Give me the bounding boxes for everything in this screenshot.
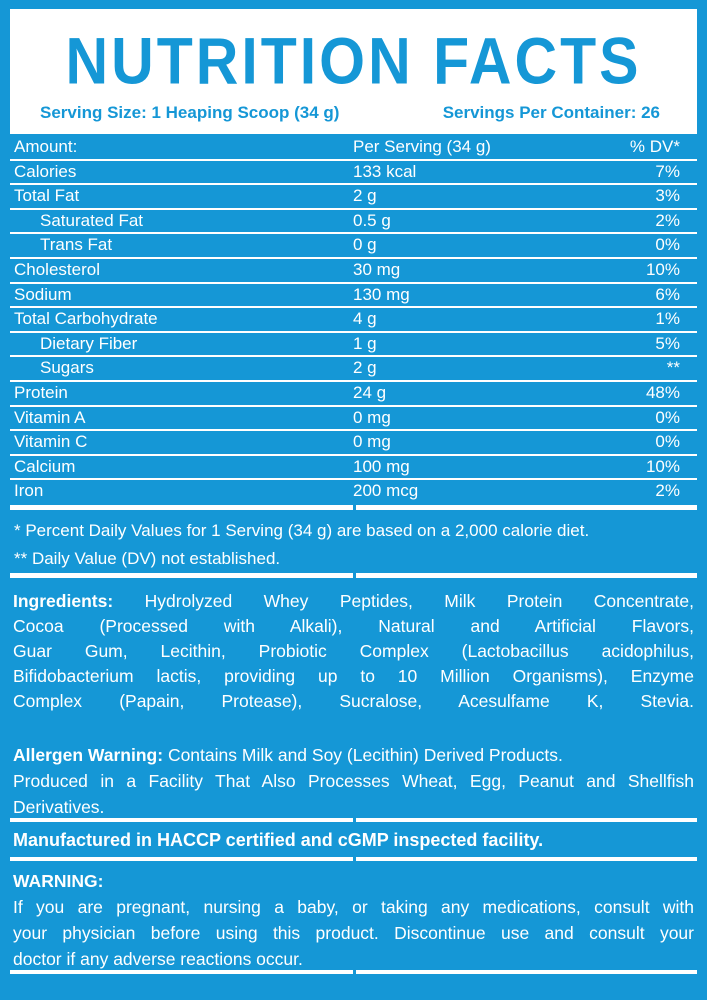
warning-line: If you are pregnant, nursing a baby, or … [13,897,694,917]
nutrition-table: Amount: Per Serving (34 g) % DV* Calorie… [10,136,697,503]
nutrient-dv: 7% [655,161,680,181]
nutrient-amount: 2 g [353,358,377,378]
nutrient-name: Dietary Fiber [40,333,138,353]
nutrient-dv: ** [666,358,680,378]
warning-line: your physician before using this product… [13,923,694,943]
allergen-section: Allergen Warning: Contains Milk and Soy … [13,742,694,820]
ingredients-line: Cocoa (Processed with Alkali), Natural a… [13,616,694,636]
table-row-saturated-fat: Saturated Fat 0.5 g 2% [10,210,697,235]
nutrient-dv: 0% [655,407,680,427]
servings-per-container: Servings Per Container: 26 [442,103,660,122]
nutrient-dv: 48% [645,382,680,402]
table-row-dietary-fiber: Dietary Fiber 1 g 5% [10,333,697,358]
nutrient-amount: 0 mg [353,432,391,452]
nutrient-name: Calories [14,161,77,181]
allergen-line: Allergen Warning: Contains Milk and Soy … [13,745,563,765]
nutrient-name: Sugars [40,358,94,378]
nutrient-amount: 0 mg [353,407,391,427]
table-row-protein: Protein 24 g 48% [10,382,697,407]
column-header-dv: % DV* [629,137,680,156]
nutrient-name: Total Fat [14,186,80,206]
table-row-trans-fat: Trans Fat 0 g 0% [10,234,697,259]
allergen-line: Derivatives. [13,797,105,817]
nutrient-name: Calcium [14,456,76,476]
ingredients-line: Guar Gum, Lecithin, Probiotic Complex (L… [13,641,694,661]
allergen-label: Allergen Warning: [13,745,164,765]
table-row-sugars: Sugars 2 g ** [10,357,697,382]
nutrient-amount: 30 mg [353,259,401,279]
nutrient-name: Vitamin C [14,432,88,452]
table-row-cholesterol: Cholesterol 30 mg 10% [10,259,697,284]
nutrient-dv: 6% [655,284,680,304]
divider [10,505,697,510]
serving-size: Serving Size: 1 Heaping Scoop (34 g) [40,103,340,122]
table-row-vitamin-a: Vitamin A 0 mg 0% [10,407,697,432]
ingredients-section: Ingredients: Hydrolyzed Whey Peptides, M… [13,589,694,714]
nutrient-name: Total Carbohydrate [14,309,158,329]
nutrient-name: Iron [14,481,44,501]
table-row-calories: Calories 133 kcal 7% [10,161,697,186]
divider [10,573,697,578]
nutrient-name: Cholesterol [14,259,100,279]
nutrient-dv: 2% [655,210,680,230]
ingredients-line: Bifidobacterium lactis, providing up to … [13,666,694,686]
nutrient-amount: 4 g [353,309,377,329]
serving-info-row: Serving Size: 1 Heaping Scoop (34 g) Ser… [40,103,660,123]
nutrient-amount: 1 g [353,333,377,353]
footnotes: * Percent Daily Values for 1 Serving (34… [14,517,693,573]
nutrient-amount: 0.5 g [353,210,391,230]
divider [10,970,697,974]
nutrient-amount: 100 mg [353,456,410,476]
column-header-per-serving: Per Serving (34 g) [353,137,491,156]
nutrient-name: Protein [14,382,68,402]
nutrient-amount: 0 g [353,235,377,255]
nutrient-name: Trans Fat [40,235,113,255]
table-row-total-carbohydrate: Total Carbohydrate 4 g 1% [10,308,697,333]
warning-title: WARNING: [13,871,104,891]
table-row-calcium: Calcium 100 mg 10% [10,456,697,481]
nutrient-dv: 5% [655,333,680,353]
nutrient-dv: 2% [655,481,680,501]
table-row-total-fat: Total Fat 2 g 3% [10,185,697,210]
column-header-amount: Amount: [14,137,78,156]
nutrient-name: Sodium [14,284,72,304]
ingredients-label: Ingredients: [13,591,114,611]
divider [10,857,697,861]
nutrient-amount: 24 g [353,382,387,402]
ingredients-line: Ingredients: Hydrolyzed Whey Peptides, M… [13,591,694,611]
nutrient-dv: 3% [655,186,680,206]
nutrient-dv: 0% [655,432,680,452]
nutrient-amount: 133 kcal [353,161,417,181]
nutrient-amount: 2 g [353,186,377,206]
manufactured-note: Manufactured in HACCP certified and cGMP… [13,830,544,850]
table-row-iron: Iron 200 mcg 2% [10,480,697,503]
nutrient-dv: 10% [645,456,680,476]
nutrient-dv: 0% [655,235,680,255]
nutrient-amount: 130 mg [353,284,410,304]
warning-line: doctor if any adverse reactions occur. [13,949,303,969]
nutrient-amount: 200 mcg [353,481,419,501]
footnote-dv-not-established: ** Daily Value (DV) not established. [14,549,281,568]
allergen-line: Produced in a Facility That Also Process… [13,771,694,791]
footnote-daily-values: * Percent Daily Values for 1 Serving (34… [14,521,590,540]
warning-section: WARNING: If you are pregnant, nursing a … [13,868,694,972]
page-title: NUTRITION FACTS [65,24,642,99]
nutrient-dv: 1% [655,309,680,329]
nutrient-name: Vitamin A [14,407,86,427]
table-row-vitamin-c: Vitamin C 0 mg 0% [10,431,697,456]
table-row-sodium: Sodium 130 mg 6% [10,284,697,309]
header-panel: NUTRITION FACTS Serving Size: 1 Heaping … [10,9,697,134]
table-header-row: Amount: Per Serving (34 g) % DV* [10,136,697,161]
ingredients-line: Complex (Papain, Protease), Sucralose, A… [13,691,694,711]
divider [10,818,697,822]
nutrient-name: Saturated Fat [40,210,144,230]
nutrient-dv: 10% [645,259,680,279]
